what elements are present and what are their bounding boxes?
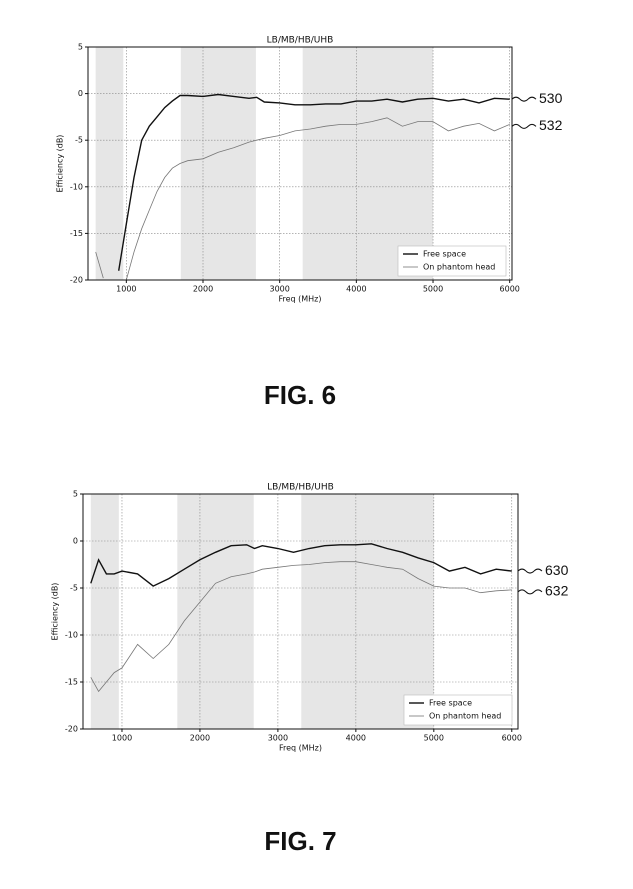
chart: 1000 2000 3000 4000 5000 6000 5 0 -5 -10 -15 -20 630… xyxy=(51,483,569,856)
x-tick-label: 1000 xyxy=(112,734,132,743)
chart-title: LB/MB/HB/UHB xyxy=(267,36,334,46)
leader-squiggle xyxy=(511,123,537,129)
legend-label: Free space xyxy=(423,250,466,259)
y-tick-label: 0 xyxy=(73,537,78,546)
series-line xyxy=(90,543,512,587)
y-tick-label: -20 xyxy=(65,725,78,734)
y-tick-label: -15 xyxy=(70,229,83,238)
y-tick-label: -10 xyxy=(65,631,78,640)
x-tick-label: 6000 xyxy=(500,285,520,294)
legend-label: Free space xyxy=(429,699,472,708)
x-tick-label: 5000 xyxy=(423,285,443,294)
plot-frame xyxy=(87,46,513,281)
x-tick-label: 2000 xyxy=(193,285,213,294)
frequency-band xyxy=(301,494,434,729)
y-tick-label: 0 xyxy=(78,89,83,98)
reference-numeral: 630 xyxy=(545,562,569,578)
x-axis-label: Freq (MHz) xyxy=(279,744,322,753)
legend-label: On phantom head xyxy=(423,263,495,272)
x-tick-label: 4000 xyxy=(346,734,366,743)
leader-squiggle xyxy=(517,568,543,574)
figure-caption: FIG. 7 xyxy=(264,826,336,856)
legend-box xyxy=(397,245,507,277)
y-tick-label: -15 xyxy=(65,678,78,687)
leader-squiggle xyxy=(511,96,537,102)
y-axis-label: Efficiency (dB) xyxy=(51,583,60,641)
x-tick-label: 3000 xyxy=(270,285,290,294)
y-tick-label: -20 xyxy=(70,276,83,285)
series-line xyxy=(95,117,510,280)
reference-numeral: 530 xyxy=(539,90,563,106)
y-tick-label: -5 xyxy=(70,584,78,593)
series-line xyxy=(90,561,512,693)
x-axis-label: Freq (MHz) xyxy=(278,295,321,304)
x-tick-label: 3000 xyxy=(268,734,288,743)
y-tick-label: 5 xyxy=(78,43,83,52)
x-tick-label: 6000 xyxy=(502,734,522,743)
y-axis-label: Efficiency (dB) xyxy=(56,135,65,193)
series-line xyxy=(118,93,510,271)
x-tick-label: 1000 xyxy=(116,285,136,294)
chart: 1000 2000 3000 4000 5000 6000 5 0 -5 -10 -15 -20 530… xyxy=(56,36,563,410)
frequency-band xyxy=(180,47,256,280)
legend-box xyxy=(403,694,513,726)
frequency-band xyxy=(90,494,119,729)
figure-caption: FIG. 6 xyxy=(264,380,336,410)
leader-squiggle xyxy=(517,589,543,595)
frequency-band xyxy=(95,47,124,280)
reference-numeral: 532 xyxy=(539,117,563,133)
y-tick-label: 5 xyxy=(73,490,78,499)
chart-title: LB/MB/HB/UHB xyxy=(267,483,334,493)
x-tick-label: 2000 xyxy=(190,734,210,743)
plot-frame xyxy=(82,493,519,730)
y-tick-label: -5 xyxy=(75,136,83,145)
y-tick-label: -10 xyxy=(70,182,83,191)
x-tick-label: 4000 xyxy=(346,285,366,294)
legend-label: On phantom head xyxy=(429,712,501,721)
x-tick-label: 5000 xyxy=(424,734,444,743)
reference-numeral: 632 xyxy=(545,583,569,599)
frequency-band xyxy=(177,494,254,729)
frequency-band xyxy=(302,47,434,280)
